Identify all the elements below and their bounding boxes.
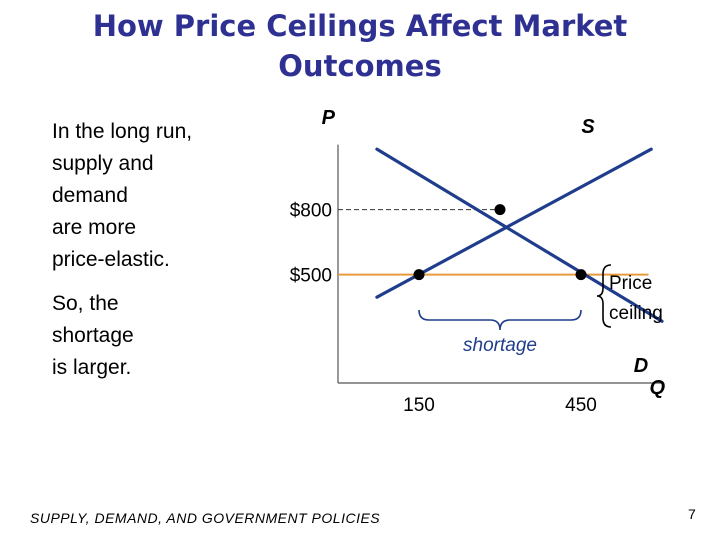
- shortage-brace: [418, 309, 582, 331]
- title-line-1: How Price Ceilings Affect Market: [92, 9, 628, 43]
- price-ceiling-brace: [596, 264, 612, 328]
- title-line-2: Outcomes: [278, 49, 442, 83]
- x-axis-label: Q: [649, 377, 665, 399]
- long-run-line: demand: [52, 184, 128, 207]
- shortage-label: shortage: [463, 335, 537, 356]
- long-run-line: supply and: [52, 152, 154, 175]
- equilibrium-point: [494, 204, 506, 216]
- long-run-line: In the long run,: [52, 120, 193, 143]
- price-ceiling-label: Price: [609, 273, 652, 294]
- ceiling-point: [575, 269, 587, 281]
- slide-title: How Price Ceilings Affect Market Outcome…: [0, 6, 720, 86]
- shortage-line: So, the: [52, 292, 119, 315]
- demand-curve-label: D: [634, 355, 648, 377]
- footer-text: SUPPLY, DEMAND, AND GOVERNMENT POLICIES: [30, 510, 381, 526]
- supply-curve-label: S: [581, 116, 595, 138]
- long-run-line: price-elastic.: [52, 248, 170, 271]
- shortage-line: shortage: [52, 324, 134, 347]
- y-tick-label: $500: [290, 266, 332, 287]
- ceiling-point: [413, 269, 425, 281]
- long-run-text: In the long run, supply and demand are m…: [52, 116, 192, 276]
- y-axis-label: P: [322, 107, 336, 129]
- long-run-line: are more: [52, 216, 137, 239]
- demand-curve: [375, 147, 664, 323]
- page-number: 7: [688, 506, 696, 522]
- shortage-text: So, the shortage is larger.: [52, 288, 134, 384]
- y-tick-label: $800: [290, 201, 332, 222]
- x-tick-label: 450: [565, 395, 597, 416]
- shortage-line: is larger.: [52, 356, 132, 379]
- x-tick-label: 150: [403, 395, 435, 416]
- price-ceiling-label: ceiling: [609, 303, 663, 324]
